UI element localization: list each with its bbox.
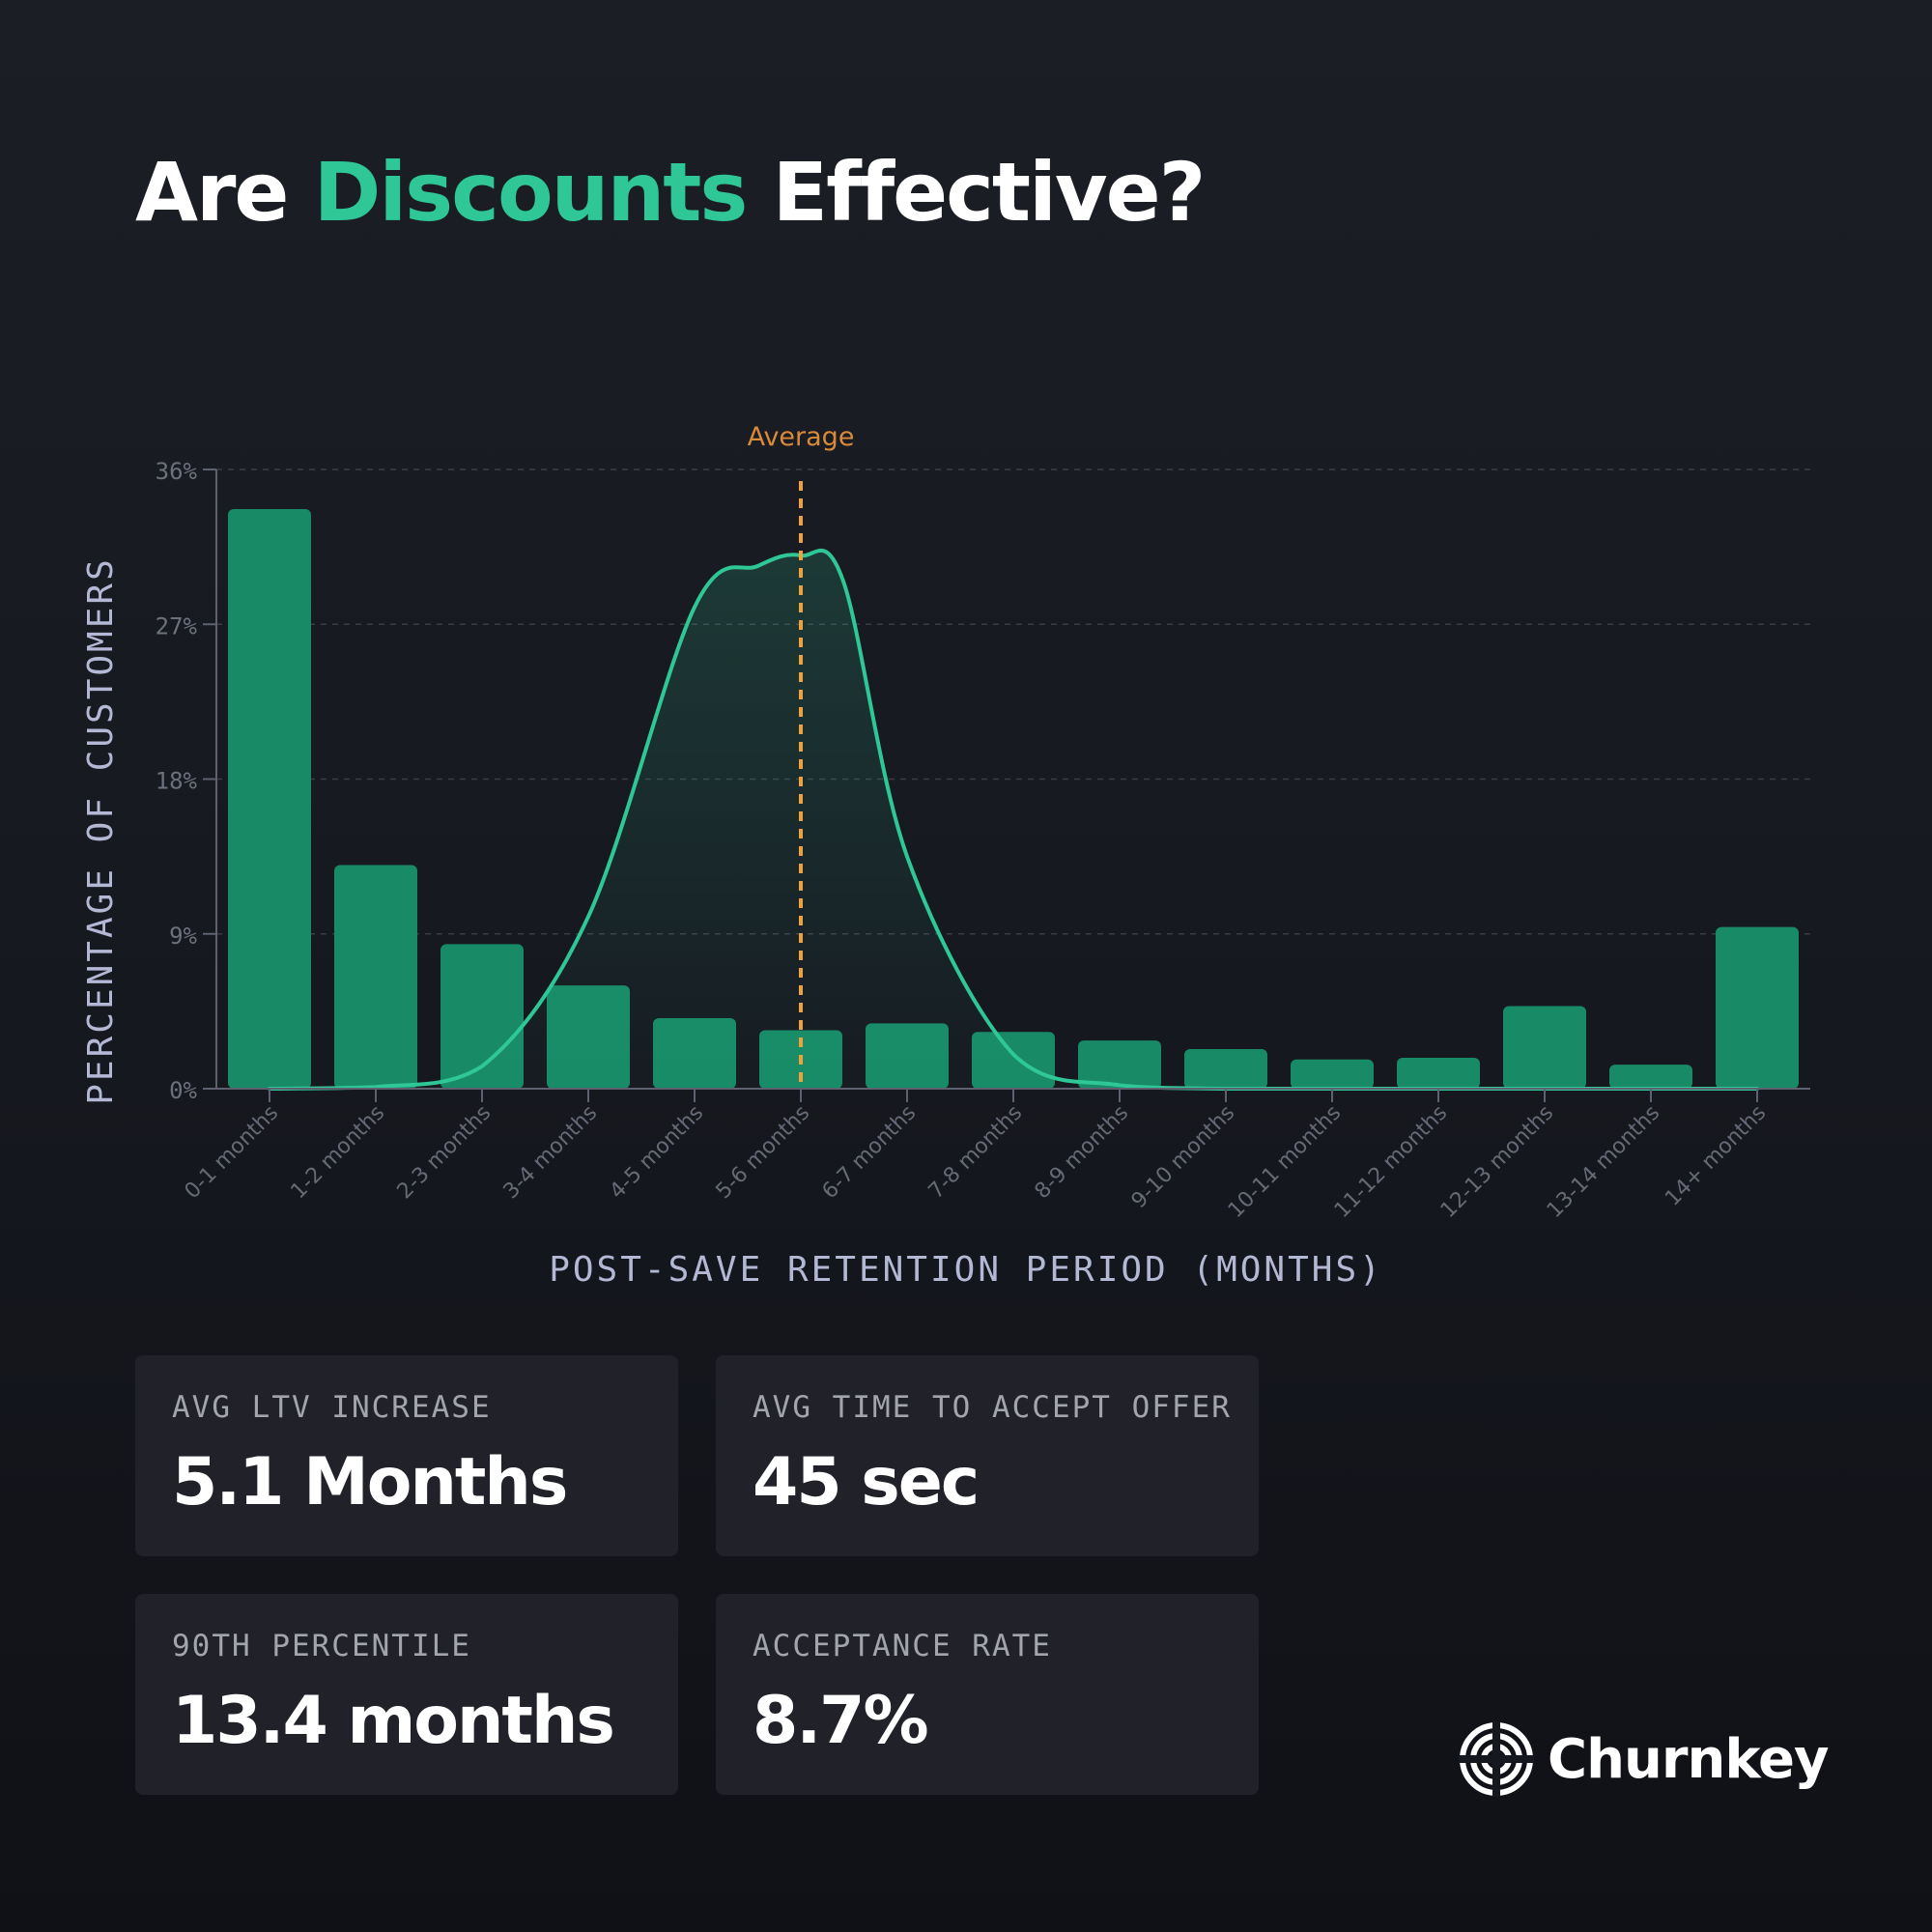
x-tick-label: 7-8 months — [924, 1101, 1028, 1205]
title-suffix: Effective? — [746, 145, 1207, 240]
x-tick-label: 4-5 months — [606, 1101, 709, 1205]
bar — [334, 865, 417, 1089]
x-axis-title: POST-SAVE RETENTION PERIOD (MONTHS) — [549, 1250, 1383, 1290]
y-tick-label: 36% — [156, 458, 198, 485]
bar — [1716, 926, 1799, 1089]
retention-histogram-chart: Average 0% 9% 18% 27% 36% 0-1 months 1-2 month… — [81, 422, 1810, 1290]
x-tick-label: 8-9 months — [1031, 1101, 1134, 1205]
axes: 0% 9% 18% 27% 36% 0-1 months 1-2 months 2-3 mon… — [156, 458, 1810, 1223]
x-tick-label: 1-2 months — [287, 1101, 390, 1205]
x-tick-label: 6-7 months — [818, 1101, 922, 1205]
bars — [228, 508, 1799, 1089]
stat-value: 45 sec — [753, 1444, 980, 1520]
y-tick-label: 0% — [169, 1077, 197, 1104]
title-highlight: Discounts — [313, 145, 749, 240]
grid-lines — [216, 469, 1810, 935]
stat-card-avg-ltv: AVG LTV INCREASE 5.1 Months — [135, 1355, 678, 1556]
y-tick-label: 27% — [156, 612, 198, 639]
bar — [1503, 1006, 1586, 1089]
stat-card-time-to-accept: AVG TIME TO ACCEPT OFFER 45 sec — [716, 1355, 1259, 1556]
y-tick-label: 9% — [169, 923, 197, 950]
bar — [228, 508, 311, 1089]
stat-label: AVG LTV INCREASE — [172, 1390, 492, 1425]
average-marker: Average — [748, 422, 855, 1089]
churnkey-logo-icon — [1459, 1721, 1534, 1797]
x-tick-label: 13-14 months — [1543, 1101, 1664, 1223]
y-tick-label: 18% — [156, 768, 198, 795]
y-axis-title: PERCENTAGE OF CUSTOMERS — [81, 556, 121, 1105]
brand-name: Churnkey — [1548, 1727, 1830, 1791]
bar — [1609, 1065, 1692, 1089]
bar — [1291, 1059, 1374, 1089]
curve-area-fill — [270, 550, 1757, 1089]
x-tick-label: 2-3 months — [393, 1101, 497, 1205]
page-title: Are Discounts Effective? — [135, 145, 1207, 240]
bar — [1184, 1049, 1267, 1089]
bar — [1397, 1057, 1480, 1089]
x-tick-label: 5-6 months — [712, 1101, 815, 1205]
x-tick-label: 11-12 months — [1330, 1101, 1452, 1223]
average-label: Average — [748, 422, 855, 452]
stat-label: AVG TIME TO ACCEPT OFFER — [753, 1390, 1232, 1425]
stat-label: 90TH PERCENTILE — [172, 1629, 471, 1663]
x-tick-label: 9-10 months — [1127, 1101, 1240, 1214]
x-tick-label: 10-11 months — [1224, 1101, 1346, 1223]
x-tick-label: 12-13 months — [1436, 1101, 1558, 1223]
stat-value: 13.4 months — [172, 1683, 615, 1759]
x-tick-label: 0-1 months — [181, 1101, 284, 1205]
brand-logo: Churnkey — [1459, 1721, 1830, 1797]
stat-label: ACCEPTANCE RATE — [753, 1629, 1052, 1663]
bar — [1078, 1040, 1161, 1089]
x-tick-label: 3-4 months — [499, 1101, 603, 1205]
stat-value: 8.7% — [753, 1683, 929, 1759]
stat-card-acceptance-rate: ACCEPTANCE RATE 8.7% — [716, 1594, 1259, 1795]
stat-card-90th-percentile: 90TH PERCENTILE 13.4 months — [135, 1594, 678, 1795]
x-tick-label: 14+ months — [1661, 1101, 1771, 1211]
title-prefix: Are — [135, 145, 314, 240]
stat-value: 5.1 Months — [172, 1444, 568, 1520]
